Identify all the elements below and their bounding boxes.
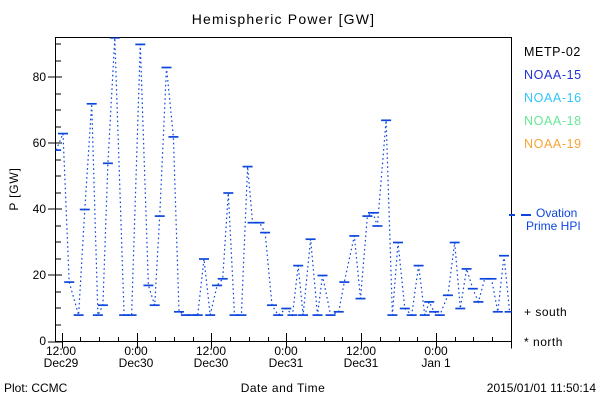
plus-symbol-icon: +	[524, 305, 532, 319]
x-tick-label: 0:00 Dec30	[118, 344, 154, 370]
y-tick-label: 60	[32, 136, 46, 150]
plot-frame	[55, 37, 512, 342]
x-tick-label: 12:00 Dec31	[343, 344, 379, 370]
legend-symbol-north: * north	[524, 335, 563, 349]
legend-item-noaa18: NOAA-18	[524, 114, 582, 128]
x-axis-label: Date and Time	[240, 381, 326, 395]
asterisk-symbol-icon: *	[524, 335, 530, 349]
x-tick-label: 0:00 Jan 1	[421, 344, 451, 370]
y-tick-label: 20	[32, 268, 46, 282]
legend-item-ovation: Ovation Prime HPI	[508, 207, 600, 233]
hpi-dotted-line	[55, 37, 511, 317]
legend-item-metp02: METP-02	[524, 45, 581, 59]
y-tick-label: 80	[32, 70, 46, 84]
y-axis-label: P [GW]	[7, 167, 21, 211]
y-tick-label: 0	[39, 334, 46, 348]
legend-symbol-south: + south	[524, 305, 568, 319]
x-tick-label: 12:00 Dec29	[43, 344, 79, 370]
y-tick-label: 40	[32, 202, 46, 216]
legend-item-noaa19: NOAA-19	[524, 137, 582, 151]
x-tick-label: 0:00 Dec31	[268, 344, 304, 370]
hpi-series	[55, 37, 512, 317]
line-style-dash-icon	[521, 214, 531, 216]
plot-timestamp: 2015/01/01 11:50:14	[486, 381, 596, 395]
legend-item-noaa15: NOAA-15	[524, 68, 582, 82]
legend-item-noaa16: NOAA-16	[524, 91, 582, 105]
line-style-dash-icon	[509, 214, 515, 216]
plot-credit: Plot: CCMC	[4, 381, 68, 395]
chart-title: Hemispheric Power [GW]	[191, 11, 376, 27]
x-tick-label: 12:00 Dec30	[193, 344, 229, 370]
